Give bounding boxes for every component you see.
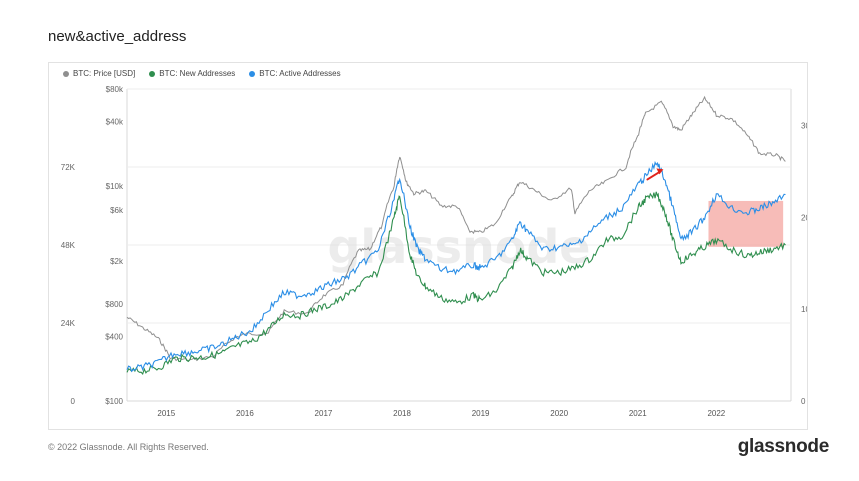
legend-item[interactable]: BTC: Active Addresses: [249, 69, 341, 78]
y-left-price-tick: $2k: [110, 257, 124, 266]
y-left-outer-tick: 72K: [61, 163, 76, 172]
y-left-price-tick: $40k: [106, 117, 124, 126]
y-left-price-tick: $100: [105, 397, 123, 406]
watermark-text: glassnode: [328, 220, 591, 274]
legend-dot: [149, 70, 156, 77]
legend-dot: [63, 70, 69, 77]
highlight-box: [708, 200, 784, 247]
legend-item[interactable]: BTC: New Addresses: [149, 69, 235, 78]
x-axis-tick: 2018: [393, 409, 411, 418]
y-left-price-tick: $400: [105, 332, 123, 341]
y-right-tick: 0: [801, 397, 806, 406]
y-left-price-tick: $80k: [106, 85, 124, 94]
legend-label: BTC: New Addresses: [159, 69, 236, 78]
chart-panel: glassnode 0 24K 48K 72K $100 $400 $800 $2k $6k $10…: [48, 62, 808, 430]
y-right-tick: 20K: [801, 213, 807, 222]
x-axis-tick: 2017: [315, 409, 333, 418]
x-axis-tick: 2022: [707, 409, 725, 418]
x-axis-tick: 2019: [472, 409, 490, 418]
y-left-price-tick: $6k: [110, 206, 124, 215]
chart-svg: glassnode 0 24K 48K 72K $100 $400 $800 $2k $6k $10…: [61, 85, 807, 418]
legend-label: BTC: Active Addresses: [259, 69, 341, 78]
y-right-tick: 30K: [801, 122, 807, 131]
series-line-active-addresses: [126, 160, 786, 373]
chart-legend: BTC: Price [USD] BTC: New Addresses BTC: A…: [63, 69, 341, 78]
x-axis-tick: 2016: [236, 409, 254, 418]
y-left-price-tick: $10k: [106, 182, 124, 191]
x-axis-tick: 2015: [157, 409, 175, 418]
y-left-outer-tick: 0: [71, 397, 76, 406]
x-axis-tick: 2020: [550, 409, 568, 418]
y-left-outer-tick: 48K: [61, 241, 76, 250]
y-left-outer-tick: 24K: [61, 319, 76, 328]
y-left-price-tick: $800: [105, 300, 123, 309]
copyright-text: © 2022 Glassnode. All Rights Reserved.: [48, 442, 209, 452]
page-title: new&active_address: [48, 28, 187, 45]
legend-item[interactable]: BTC: Price [USD]: [63, 69, 135, 78]
arrow-head: [656, 168, 664, 175]
x-axis-tick: 2021: [629, 409, 647, 418]
legend-dot: [249, 70, 256, 77]
legend-label: BTC: Price [USD]: [73, 69, 136, 78]
y-right-tick: 10K: [801, 305, 807, 314]
series-line-new-addresses: [126, 191, 786, 375]
arrow-annotation: [646, 170, 662, 181]
glassnode-logo[interactable]: glassnode: [737, 436, 830, 457]
